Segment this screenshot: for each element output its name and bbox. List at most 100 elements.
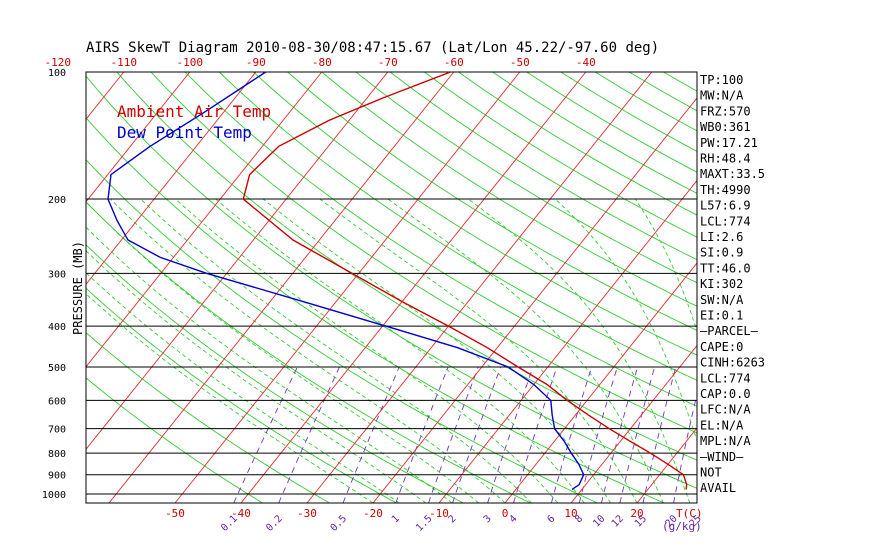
index-entry: —PARCEL— [700, 324, 759, 338]
moist-adiabat-line [86, 250, 427, 503]
isotherm-lines [0, 72, 870, 503]
moist-adiabat-line [319, 198, 638, 503]
dry-adiabat-line [86, 159, 598, 503]
top-temp-tick-label: -70 [378, 56, 398, 69]
top-temp-tick-label: -40 [576, 56, 596, 69]
mixing-ratio-tick-label: 2 [447, 513, 459, 525]
mixing-ratio-tick-label: 1 [390, 513, 402, 525]
mixing-ratio-tick-label: 6 [545, 513, 557, 525]
top-temp-tick-label: -60 [444, 56, 464, 69]
pressure-tick-label: 600 [48, 396, 66, 407]
index-entry: CAP:0.0 [700, 387, 751, 401]
bottom-temp-tick-label: 0 [502, 507, 509, 520]
moist-adiabat-line [175, 198, 559, 503]
isotherm-line [306, 72, 653, 503]
index-entry: SW:N/A [700, 293, 744, 307]
ambient-air-tempseries-line [242, 72, 688, 490]
isotherm-line [0, 72, 58, 503]
pressure-tick-label: 500 [48, 363, 66, 374]
dry-adiabat-line [86, 244, 464, 503]
index-entry: —WIND— [700, 450, 744, 464]
moist-adiabat-line [86, 272, 400, 503]
isotherm-line [438, 179, 697, 503]
bottom-temp-tick-label: -50 [165, 507, 185, 520]
index-entry: FRZ:570 [700, 104, 751, 118]
index-entry: CAPE:0 [700, 340, 743, 354]
dry-adiabat-line [150, 72, 697, 434]
moist-adiabat-line [140, 198, 532, 503]
plot-frame [85, 71, 698, 504]
isotherm-line [108, 72, 455, 503]
bottom-temp-tick-label: -20 [363, 507, 383, 520]
top-temp-tick-label: -90 [246, 56, 266, 69]
top-temp-tick-label: -50 [510, 56, 530, 69]
mixing-ratio-line [578, 366, 618, 503]
index-entry: NOT [700, 466, 722, 480]
dry-adiabat-line [526, 72, 697, 173]
mixing-ratio-unit-label: (g/kg) [662, 520, 702, 533]
moist-adiabat-line [263, 198, 611, 503]
index-entry: RH:48.4 [700, 152, 751, 166]
dry-adiabat-line [86, 287, 397, 503]
index-entry: WB0:361 [700, 120, 751, 134]
index-entry: TP:100 [700, 73, 743, 87]
index-entry: MAXT:33.5 [700, 167, 765, 181]
dry-adiabat-line [86, 377, 263, 503]
legend-dew-point-temp: Dew Point Temp [117, 123, 252, 142]
dry-adiabat-line [663, 72, 697, 92]
dry-adiabat-line [86, 332, 330, 503]
bottom-temp-tick-label: -40 [231, 507, 251, 520]
pressure-tick-label: 900 [48, 471, 66, 482]
dew-point-tempseries-line [107, 72, 585, 490]
dry-adiabat-line [458, 72, 697, 216]
bottom-temp-tick-label: 10 [564, 507, 577, 520]
legend-ambient-air-temp: Ambient Air Temp [117, 102, 271, 121]
dry-adiabat-line [253, 72, 697, 356]
mixing-ratio-line [673, 392, 697, 503]
moist-adiabat-line [387, 198, 664, 503]
mixing-ratio-line [750, 367, 773, 503]
index-entry: LI:2.6 [700, 230, 743, 244]
mixing-ratio-line [487, 366, 534, 503]
index-entry: LCL:774 [700, 371, 751, 385]
mixing-ratio-tick-label: 3 [482, 513, 494, 525]
isotherm-line [504, 262, 697, 503]
dry-adiabat-line [389, 72, 697, 261]
isotherm-line [240, 72, 587, 503]
index-entry: KI:302 [700, 277, 743, 291]
pressure-tick-label: 300 [48, 269, 66, 280]
pressure-tick-label: 400 [48, 322, 66, 333]
index-entry: EL:N/A [700, 418, 744, 432]
index-entry: LFC:N/A [700, 403, 751, 417]
isotherm-line [86, 72, 257, 285]
isotherm-line [570, 344, 697, 503]
index-entry: TT:46.0 [700, 261, 751, 275]
dry-adiabat-line [321, 72, 697, 307]
isotherm-line [835, 72, 870, 503]
bottom-temp-tick-label: -30 [297, 507, 317, 520]
dry-adiabat-line [116, 72, 697, 461]
index-entry: L57:6.9 [700, 199, 751, 213]
top-temp-tick-label: -80 [312, 56, 332, 69]
moist-adiabat-lines [86, 198, 697, 503]
mixing-ratio-tick-label: 4 [508, 513, 520, 525]
bottom-temp-tick-label: 20 [630, 507, 643, 520]
moist-adiabat-line [554, 198, 697, 442]
index-entry: MW:N/A [700, 89, 744, 103]
isotherm-line [86, 72, 323, 368]
mixing-ratio-line [513, 366, 558, 503]
pressure-tick-label: 700 [48, 425, 66, 436]
isotherm-line [636, 427, 697, 503]
mixing-ratio-tick-label: 0.5 [329, 513, 350, 534]
dry-adiabat-line [834, 72, 870, 503]
index-entry: AVAIL [700, 481, 736, 495]
dry-adiabat-line [766, 72, 870, 503]
isotherm-line [372, 97, 697, 503]
index-entry: CINH:6263 [700, 356, 765, 370]
top-temp-tick-label: -100 [177, 56, 204, 69]
mixing-ratio-tick-label: 8 [573, 513, 585, 525]
dry-adiabat-line [184, 72, 697, 407]
isotherm-line [86, 72, 389, 450]
dry-adiabat-lines [86, 72, 870, 503]
